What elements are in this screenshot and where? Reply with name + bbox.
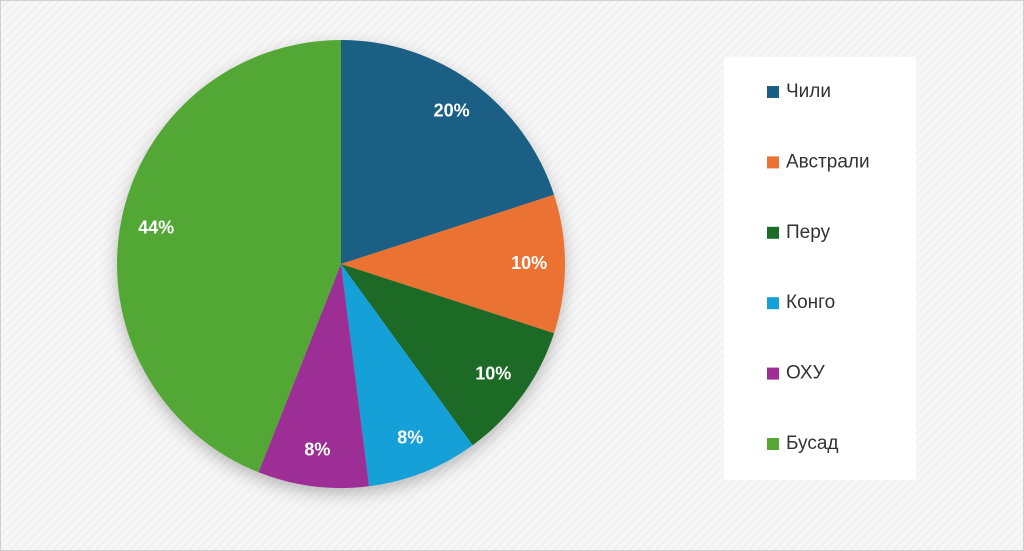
pie-slice <box>258 264 370 488</box>
legend-label: Конго <box>786 292 835 313</box>
pie-slice <box>117 40 341 473</box>
legend-label: Австрали <box>786 151 870 172</box>
legend-label: ОХУ <box>786 363 826 384</box>
legend-swatch <box>767 367 779 380</box>
pie-slice <box>341 194 565 334</box>
legend-box <box>724 57 916 480</box>
data-label: 10% <box>511 253 547 273</box>
legend-swatch <box>767 297 779 310</box>
pie <box>117 40 565 488</box>
legend-label: Чили <box>786 81 831 102</box>
legend-swatch <box>767 86 779 98</box>
legend-swatch <box>767 156 779 169</box>
pie-slice <box>341 40 555 264</box>
legend-swatch <box>767 438 779 450</box>
data-label: 44% <box>138 217 174 237</box>
data-label: 8% <box>397 428 423 448</box>
data-label: 20% <box>434 101 470 121</box>
data-label: 8% <box>304 439 330 459</box>
data-label: 10% <box>475 363 511 383</box>
pie-slice <box>341 264 473 487</box>
legend-label: Бусад <box>786 433 839 454</box>
legend-label: Перу <box>786 222 831 243</box>
legend-swatch <box>767 226 779 239</box>
pie-slice <box>341 264 555 446</box>
